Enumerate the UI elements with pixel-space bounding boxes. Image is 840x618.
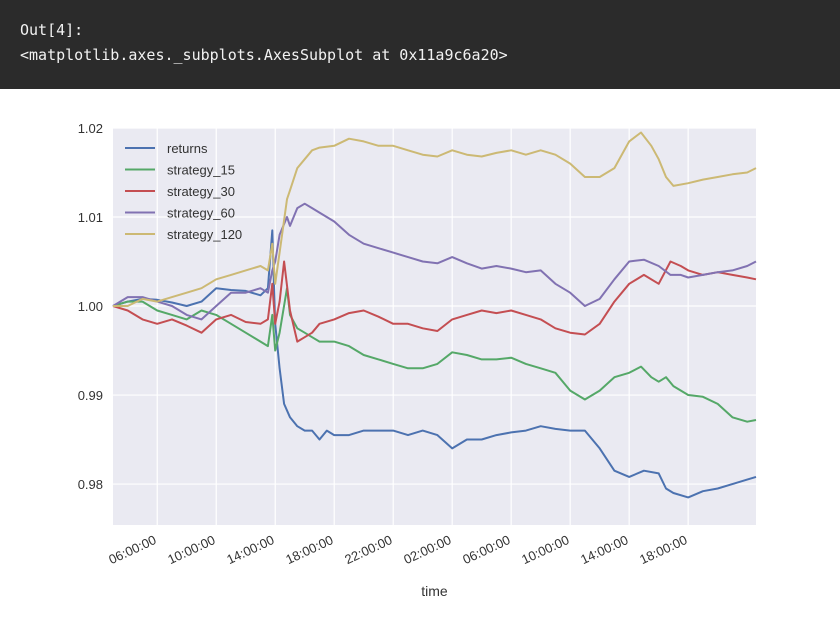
y-tick-label: 1.02 (78, 121, 103, 136)
series-layer (112, 131, 757, 499)
x-tick-label: 06:00:00 (106, 532, 158, 567)
x-tick-label: 18:00:00 (283, 532, 335, 567)
y-tick-label: 0.99 (78, 388, 103, 403)
legend-label-strategy-30: strategy_30 (167, 184, 235, 199)
y-axis-ticks: 0.98 0.99 1.00 1.01 1.02 (78, 121, 103, 492)
x-tick-label: 14:00:00 (578, 532, 630, 567)
output-prompt: Out[4]: (20, 21, 84, 39)
legend: returns strategy_15 strategy_30 strategy_60… (125, 141, 242, 242)
x-tick-label: 10:00:00 (519, 532, 571, 567)
legend-label-returns: returns (167, 141, 208, 156)
x-tick-label: 22:00:00 (342, 532, 394, 567)
x-axis-ticks: 06:00:00 10:00:00 14:00:00 18:00:00 22:00:00… (106, 532, 689, 567)
grid-lines (113, 127, 756, 525)
series-line-strategy-60 (112, 202, 757, 321)
series-line-strategy-30 (112, 260, 757, 343)
x-tick-label: 18:00:00 (637, 532, 689, 567)
x-tick-label: 14:00:00 (224, 532, 276, 567)
series-line-strategy-120 (113, 131, 757, 307)
output-repr-text: <matplotlib.axes._subplots.AxesSubplot a… (20, 46, 508, 64)
y-tick-label: 1.01 (78, 210, 103, 225)
x-axis-title: time (421, 583, 448, 599)
y-tick-label: 1.00 (78, 299, 103, 314)
x-tick-label: 06:00:00 (460, 532, 512, 567)
legend-label-strategy-120: strategy_120 (167, 227, 242, 242)
y-tick-label: 0.98 (78, 477, 103, 492)
x-tick-label: 10:00:00 (165, 532, 217, 567)
line-chart: 0.980.991.001.011.02 06:00:00 10:00:00 14:… (78, 121, 757, 599)
legend-label-strategy-15: strategy_15 (167, 163, 235, 178)
plot-area (113, 128, 756, 525)
output-banner: Out[4]: <matplotlib.axes._subplots.AxesS… (0, 0, 840, 89)
series-line-returns (112, 229, 757, 499)
legend-label-strategy-60: strategy_60 (167, 206, 235, 221)
series-line-strategy-15 (112, 287, 757, 423)
x-tick-label: 02:00:00 (401, 532, 453, 567)
